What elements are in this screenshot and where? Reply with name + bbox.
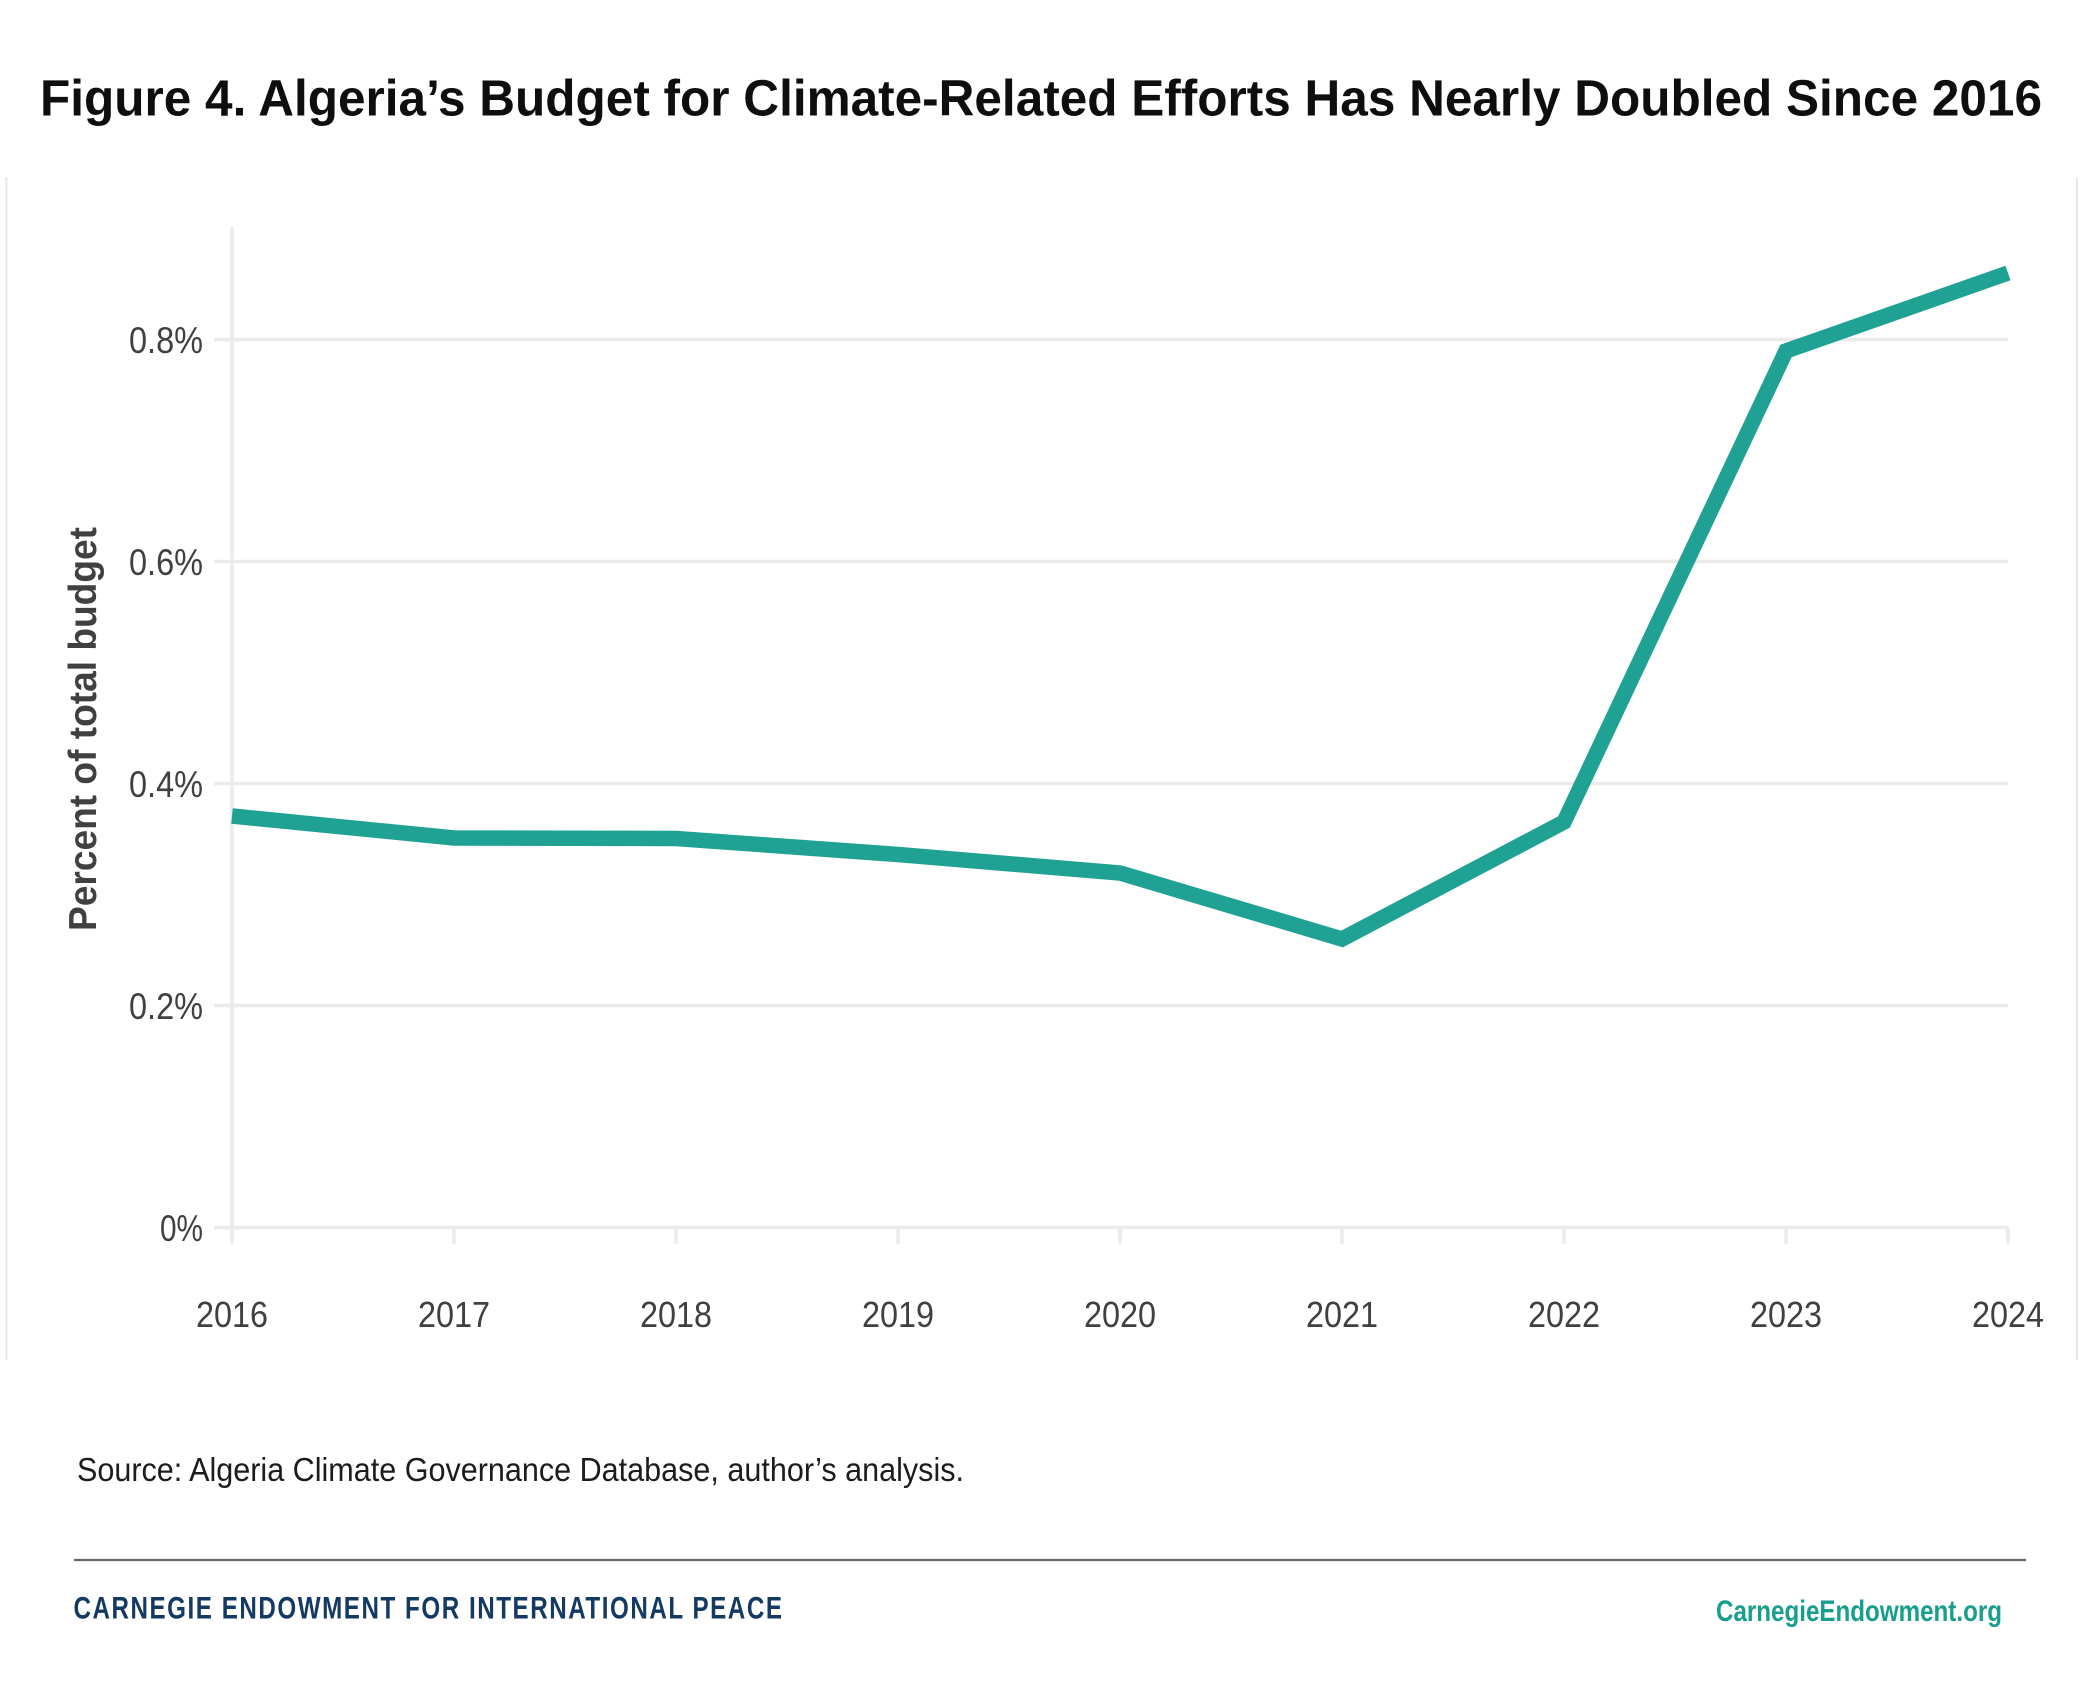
- svg-text:CARNEGIE ENDOWMENT FOR INTERNA: CARNEGIE ENDOWMENT FOR INTERNATIONAL PEA…: [74, 1590, 784, 1626]
- svg-text:0.4%: 0.4%: [129, 764, 203, 805]
- svg-text:2017: 2017: [418, 1294, 490, 1335]
- svg-text:Source: Algeria Climate Govern: Source: Algeria Climate Governance Datab…: [77, 1451, 964, 1488]
- svg-text:2020: 2020: [1084, 1294, 1156, 1335]
- svg-text:0%: 0%: [160, 1208, 203, 1249]
- svg-text:2024: 2024: [1972, 1294, 2044, 1335]
- svg-text:2019: 2019: [862, 1294, 934, 1335]
- svg-text:0.8%: 0.8%: [129, 320, 203, 361]
- svg-text:0.2%: 0.2%: [129, 986, 203, 1027]
- svg-text:Figure 4. Algeria’s Budget for: Figure 4. Algeria’s Budget for Climate-R…: [40, 70, 2042, 127]
- svg-text:2023: 2023: [1750, 1294, 1822, 1335]
- svg-text:2016: 2016: [196, 1294, 268, 1335]
- svg-text:2021: 2021: [1306, 1294, 1378, 1335]
- svg-text:2018: 2018: [640, 1294, 712, 1335]
- svg-text:0.6%: 0.6%: [129, 542, 203, 583]
- svg-text:2022: 2022: [1528, 1294, 1600, 1335]
- svg-text:CarnegieEndowment.org: CarnegieEndowment.org: [1716, 1595, 2002, 1628]
- svg-text:Percent of total budget: Percent of total budget: [62, 527, 105, 931]
